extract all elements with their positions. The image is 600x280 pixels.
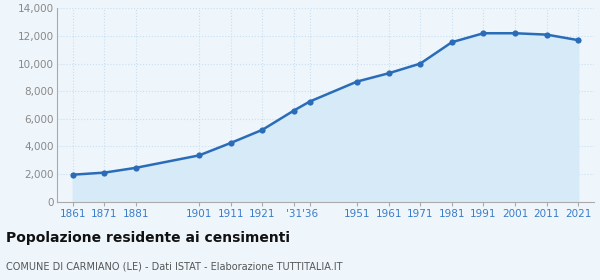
Point <box>352 79 362 84</box>
Point <box>289 108 299 113</box>
Point <box>305 99 314 104</box>
Point <box>510 31 520 36</box>
Text: COMUNE DI CARMIANO (LE) - Dati ISTAT - Elaborazione TUTTITALIA.IT: COMUNE DI CARMIANO (LE) - Dati ISTAT - E… <box>6 262 343 272</box>
Point <box>68 172 77 177</box>
Point <box>479 31 488 36</box>
Point <box>542 32 551 37</box>
Text: Popolazione residente ai censimenti: Popolazione residente ai censimenti <box>6 231 290 245</box>
Point <box>257 128 267 132</box>
Point <box>194 153 204 158</box>
Point <box>100 170 109 175</box>
Point <box>574 38 583 42</box>
Point <box>415 61 425 66</box>
Point <box>447 40 457 45</box>
Point <box>226 141 236 145</box>
Point <box>384 71 394 76</box>
Point <box>131 165 141 170</box>
